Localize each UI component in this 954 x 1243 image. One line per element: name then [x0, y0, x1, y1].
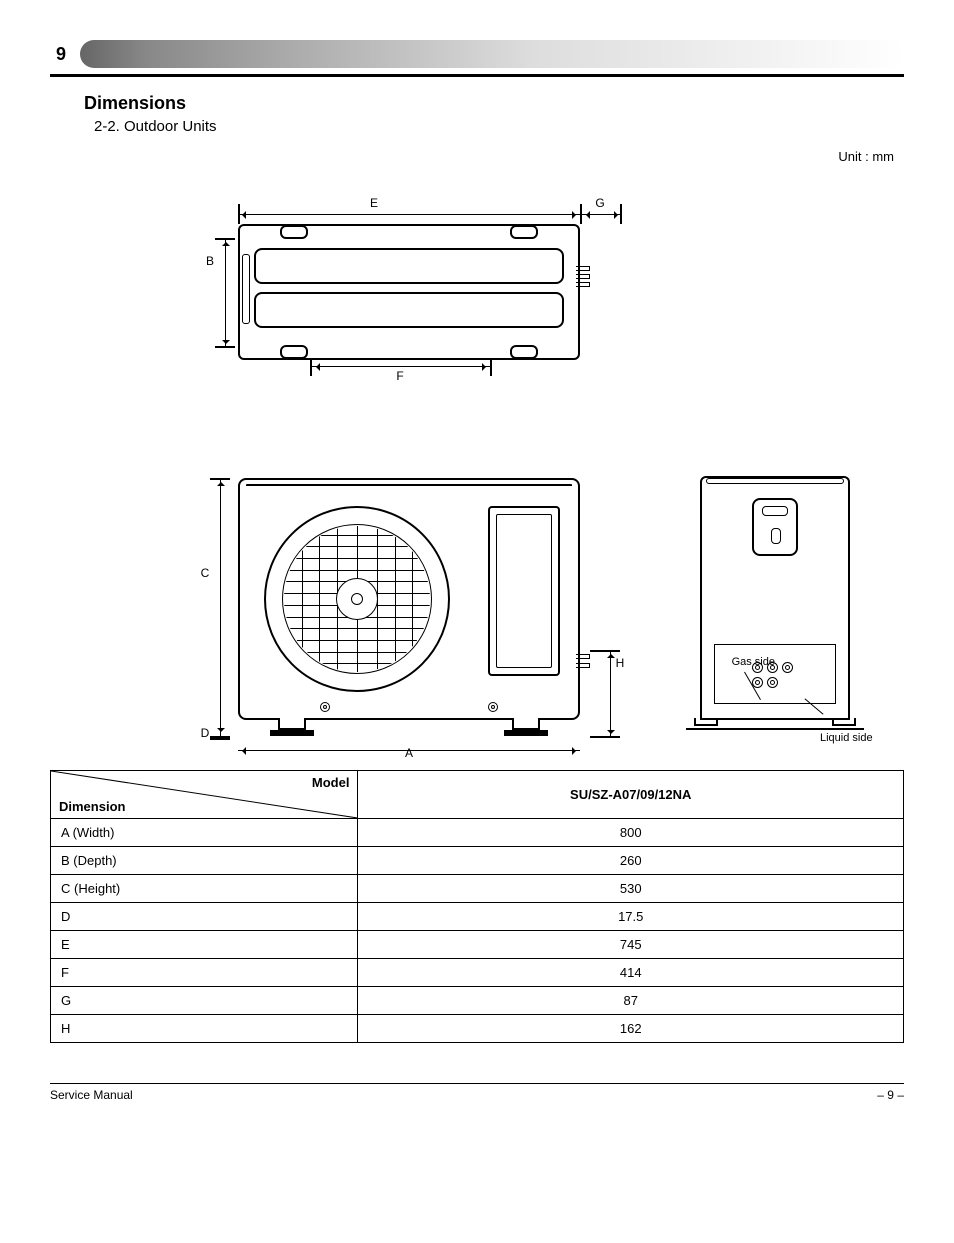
dimension-diagrams: E G B F C H D A	[60, 166, 894, 756]
dim-label-a: A	[238, 746, 580, 760]
dim-name: A (Width)	[51, 819, 358, 847]
dim-value: 17.5	[358, 903, 904, 931]
top-view-drawing	[238, 224, 580, 360]
table-row: F414	[51, 959, 904, 987]
header-rule	[50, 74, 904, 77]
dim-name: E	[51, 931, 358, 959]
dim-value: 530	[358, 875, 904, 903]
dim-label-b: B	[195, 254, 225, 268]
dim-name: F	[51, 959, 358, 987]
table-row: D17.5	[51, 903, 904, 931]
table-corner-cell: Model Dimension	[51, 771, 358, 819]
dim-name: C (Height)	[51, 875, 358, 903]
table-row: E745	[51, 931, 904, 959]
table-row: B (Depth)260	[51, 847, 904, 875]
dim-value: 800	[358, 819, 904, 847]
dim-label-g: G	[578, 196, 622, 210]
table-row: C (Height)530	[51, 875, 904, 903]
model-column-header: SU/SZ-A07/09/12NA	[358, 771, 904, 819]
table-header-row: Model Dimension SU/SZ-A07/09/12NA	[51, 771, 904, 819]
table-row: A (Width)800	[51, 819, 904, 847]
fan-grille-icon	[264, 506, 450, 692]
table-row: G87	[51, 987, 904, 1015]
dim-label-e: E	[236, 196, 512, 210]
units-note: Unit : mm	[50, 149, 894, 164]
dim-value: 414	[358, 959, 904, 987]
nameplate-icon	[488, 506, 560, 676]
dim-name: G	[51, 987, 358, 1015]
dim-name: B (Depth)	[51, 847, 358, 875]
front-view-drawing	[238, 478, 580, 720]
dim-name: D	[51, 903, 358, 931]
section-title: Dimensions	[84, 93, 904, 114]
carry-handle-icon	[752, 498, 798, 556]
dim-value: 260	[358, 847, 904, 875]
dim-label-h: H	[600, 656, 640, 670]
side-view-drawing	[700, 476, 850, 720]
valve-stubs-icon	[576, 654, 590, 678]
dimensions-table: Model Dimension SU/SZ-A07/09/12NA A (Wid…	[50, 770, 904, 1043]
table-row: H162	[51, 1015, 904, 1043]
footer-page-number: – 9 –	[877, 1088, 904, 1102]
dim-label-f: F	[310, 369, 490, 383]
footer-service-manual: Service Manual	[50, 1088, 133, 1102]
callout-gas-side: Gas side	[660, 656, 775, 668]
page-footer: Service Manual – 9 –	[50, 1083, 904, 1102]
dim-name: H	[51, 1015, 358, 1043]
dim-value: 162	[358, 1015, 904, 1043]
header-dimension-label: Dimension	[59, 799, 125, 814]
dim-value: 87	[358, 987, 904, 1015]
callout-liquid-side: Liquid side	[820, 732, 920, 744]
dim-label-c: C	[190, 566, 220, 580]
header-model-label: Model	[312, 775, 350, 790]
dim-value: 745	[358, 931, 904, 959]
page-number-left: 9	[56, 44, 74, 65]
subsection-title: 2-2. Outdoor Units	[94, 118, 904, 135]
header-gradient-bar	[80, 40, 904, 68]
